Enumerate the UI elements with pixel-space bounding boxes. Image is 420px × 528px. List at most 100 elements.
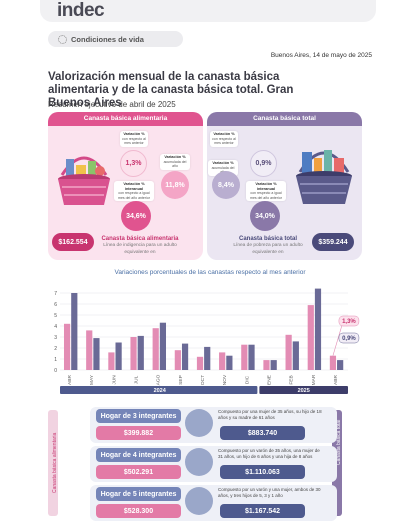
top-bar <box>40 0 376 22</box>
cbt-yoy-tag: Variación % interanual con respecto a igu… <box>246 181 286 201</box>
bar-cbt <box>248 344 255 370</box>
household-name: Hogar de 3 integrantes <box>96 409 181 423</box>
bar-cba <box>263 360 270 370</box>
cba-ytd-tag: Variación % acumulada del año <box>160 154 190 170</box>
x-tick-label: JUL <box>134 375 140 384</box>
cba-caption-title: Canasta básica alimentaria <box>101 236 179 242</box>
bar-cba <box>152 328 159 370</box>
bar-cbt <box>270 360 277 370</box>
x-tick-label: OCT <box>200 375 206 385</box>
bar-cba <box>307 305 314 370</box>
cba-side-label: Canasta básica alimentaria <box>52 432 58 493</box>
cbt-amount: $359.244 <box>312 233 354 251</box>
cba-basket-icon <box>58 156 110 205</box>
household-cbt-amount: $883.740 <box>220 426 305 440</box>
data-label-leader <box>332 321 344 356</box>
bar-cbt <box>93 338 100 370</box>
cba-caption: Canasta básica alimentaria Línea de indig… <box>100 236 180 256</box>
household-cbt-amount: $1.167.542 <box>220 504 305 518</box>
chart-container: 0 1 2 3 4 5 6 7 ABR MAY JUN JUL AGO SEP OCT NOV DIC ENE FE… <box>48 278 368 406</box>
cba-side-bar <box>48 410 58 516</box>
bar-cbt <box>292 341 299 370</box>
year-label: 2024 <box>154 388 167 394</box>
tag-title: Variación % <box>164 155 186 159</box>
bar-cbt <box>159 322 167 370</box>
household-description: Compuesto por un varón de 35 años, una m… <box>218 448 320 459</box>
household-cba-amount: $399.882 <box>96 426 181 440</box>
y-tick-label: 4 <box>54 324 57 330</box>
tag-text: con respecto al mes anterior <box>212 136 236 146</box>
cbt-caption: Canasta básica total Línea de pobreza par… <box>233 236 303 256</box>
bar-cba <box>108 352 115 370</box>
household-description: Compuesto por una mujer de 35 años, su h… <box>218 409 322 420</box>
household-name: Hogar de 5 integrantes <box>96 487 181 501</box>
cbt-monthly-circle: 0,9% <box>250 150 277 177</box>
family-avatar-icon <box>185 448 213 476</box>
x-tick-label: ENE <box>266 375 272 385</box>
bar-chart: 0 1 2 3 4 5 6 7 ABR MAY JUN JUL AGO SEP OCT NOV DIC ENE FE… <box>54 288 360 394</box>
y-tick-label: 3 <box>54 335 57 341</box>
tag-text: con respecto a igual mes del año anterio… <box>118 191 150 200</box>
household-cba-amount: $528.300 <box>96 504 181 518</box>
bar-cbt <box>115 342 122 370</box>
household-name: Hogar de 4 integrantes <box>96 448 181 462</box>
bar-cba <box>219 352 226 370</box>
cbt-monthly-tag: Variación % con respecto al mes anterior <box>210 131 238 147</box>
bar-cba <box>241 344 248 370</box>
indec-logo[interactable]: indec <box>57 0 105 21</box>
bar-cba <box>329 355 337 370</box>
tag-title: Variación % <box>212 161 234 165</box>
x-tick-label: NOV <box>222 374 228 385</box>
page-subtitle: Resumen ejecutivo de abril de 2025 <box>48 100 176 109</box>
household-description: Compuesto por un varón y una mujer, ambo… <box>218 487 321 498</box>
year-label: 2025 <box>298 388 310 394</box>
household-cba-amount: $502.291 <box>96 465 181 479</box>
cbt-caption-title: Canasta básica total <box>238 236 298 242</box>
section-icon <box>58 34 67 44</box>
y-tick-label: 0 <box>54 368 57 374</box>
section-label: Condiciones de vida <box>71 34 144 44</box>
section-pill[interactable]: Condiciones de vida <box>48 31 183 47</box>
cba-panel-header: Canasta básica alimentaria <box>48 112 203 126</box>
y-tick-label: 5 <box>54 313 57 319</box>
x-tick-label: ABR <box>67 375 73 385</box>
y-tick-label: 2 <box>54 346 57 352</box>
bar-cba <box>196 356 204 370</box>
tag-title: Variación % interanual <box>123 182 145 191</box>
bar-cba <box>174 350 181 370</box>
family-avatar-icon <box>185 487 213 515</box>
data-label-box <box>338 332 360 344</box>
cbt-caption-text: Línea de pobreza para un adulto equivale… <box>233 243 303 255</box>
tag-text: acumulada del año <box>163 159 187 169</box>
page-title: Valorización mensual de la canasta básic… <box>48 71 294 109</box>
chart-title: Variaciones porcentuales de las canastas… <box>114 269 306 276</box>
household-cbt-amount: $1.110.063 <box>220 465 305 479</box>
family-avatar-icon <box>185 409 213 437</box>
data-label-cba: 1,3% <box>342 319 356 325</box>
bar-cbt <box>226 355 233 370</box>
cba-caption-text: Línea de indigencia para un adulto equiv… <box>103 243 177 255</box>
cba-amount: $162.554 <box>52 233 94 251</box>
bar-cbt <box>71 293 78 370</box>
tag-title: Variación % <box>123 132 145 136</box>
x-tick-label: AGO <box>156 374 162 385</box>
x-tick-label: ABR <box>333 375 339 385</box>
bar-cbt <box>137 335 144 370</box>
household-card: Hogar de 5 integrantes $528.300 Compuest… <box>90 485 337 521</box>
bar-cba <box>63 323 71 370</box>
cbt-side-bar <box>332 410 342 516</box>
bar-cba <box>285 334 292 370</box>
tag-text: con respecto al mes anterior <box>122 136 146 146</box>
cba-yoy-circle: 34,6% <box>121 201 151 231</box>
cbt-ytd-circle: 8,4% <box>212 171 240 199</box>
y-tick-label: 1 <box>54 357 57 363</box>
cba-ytd-circle: 11,8% <box>161 171 189 199</box>
bar-cbt <box>337 360 344 370</box>
x-tick-label: MAY <box>89 374 95 385</box>
data-label-cbt: 0,9% <box>342 336 356 342</box>
year-band-2025 <box>259 386 348 394</box>
tag-title: Variación % interanual <box>255 182 277 191</box>
x-tick-label: MAR <box>311 374 317 385</box>
bar-cba <box>130 337 137 370</box>
